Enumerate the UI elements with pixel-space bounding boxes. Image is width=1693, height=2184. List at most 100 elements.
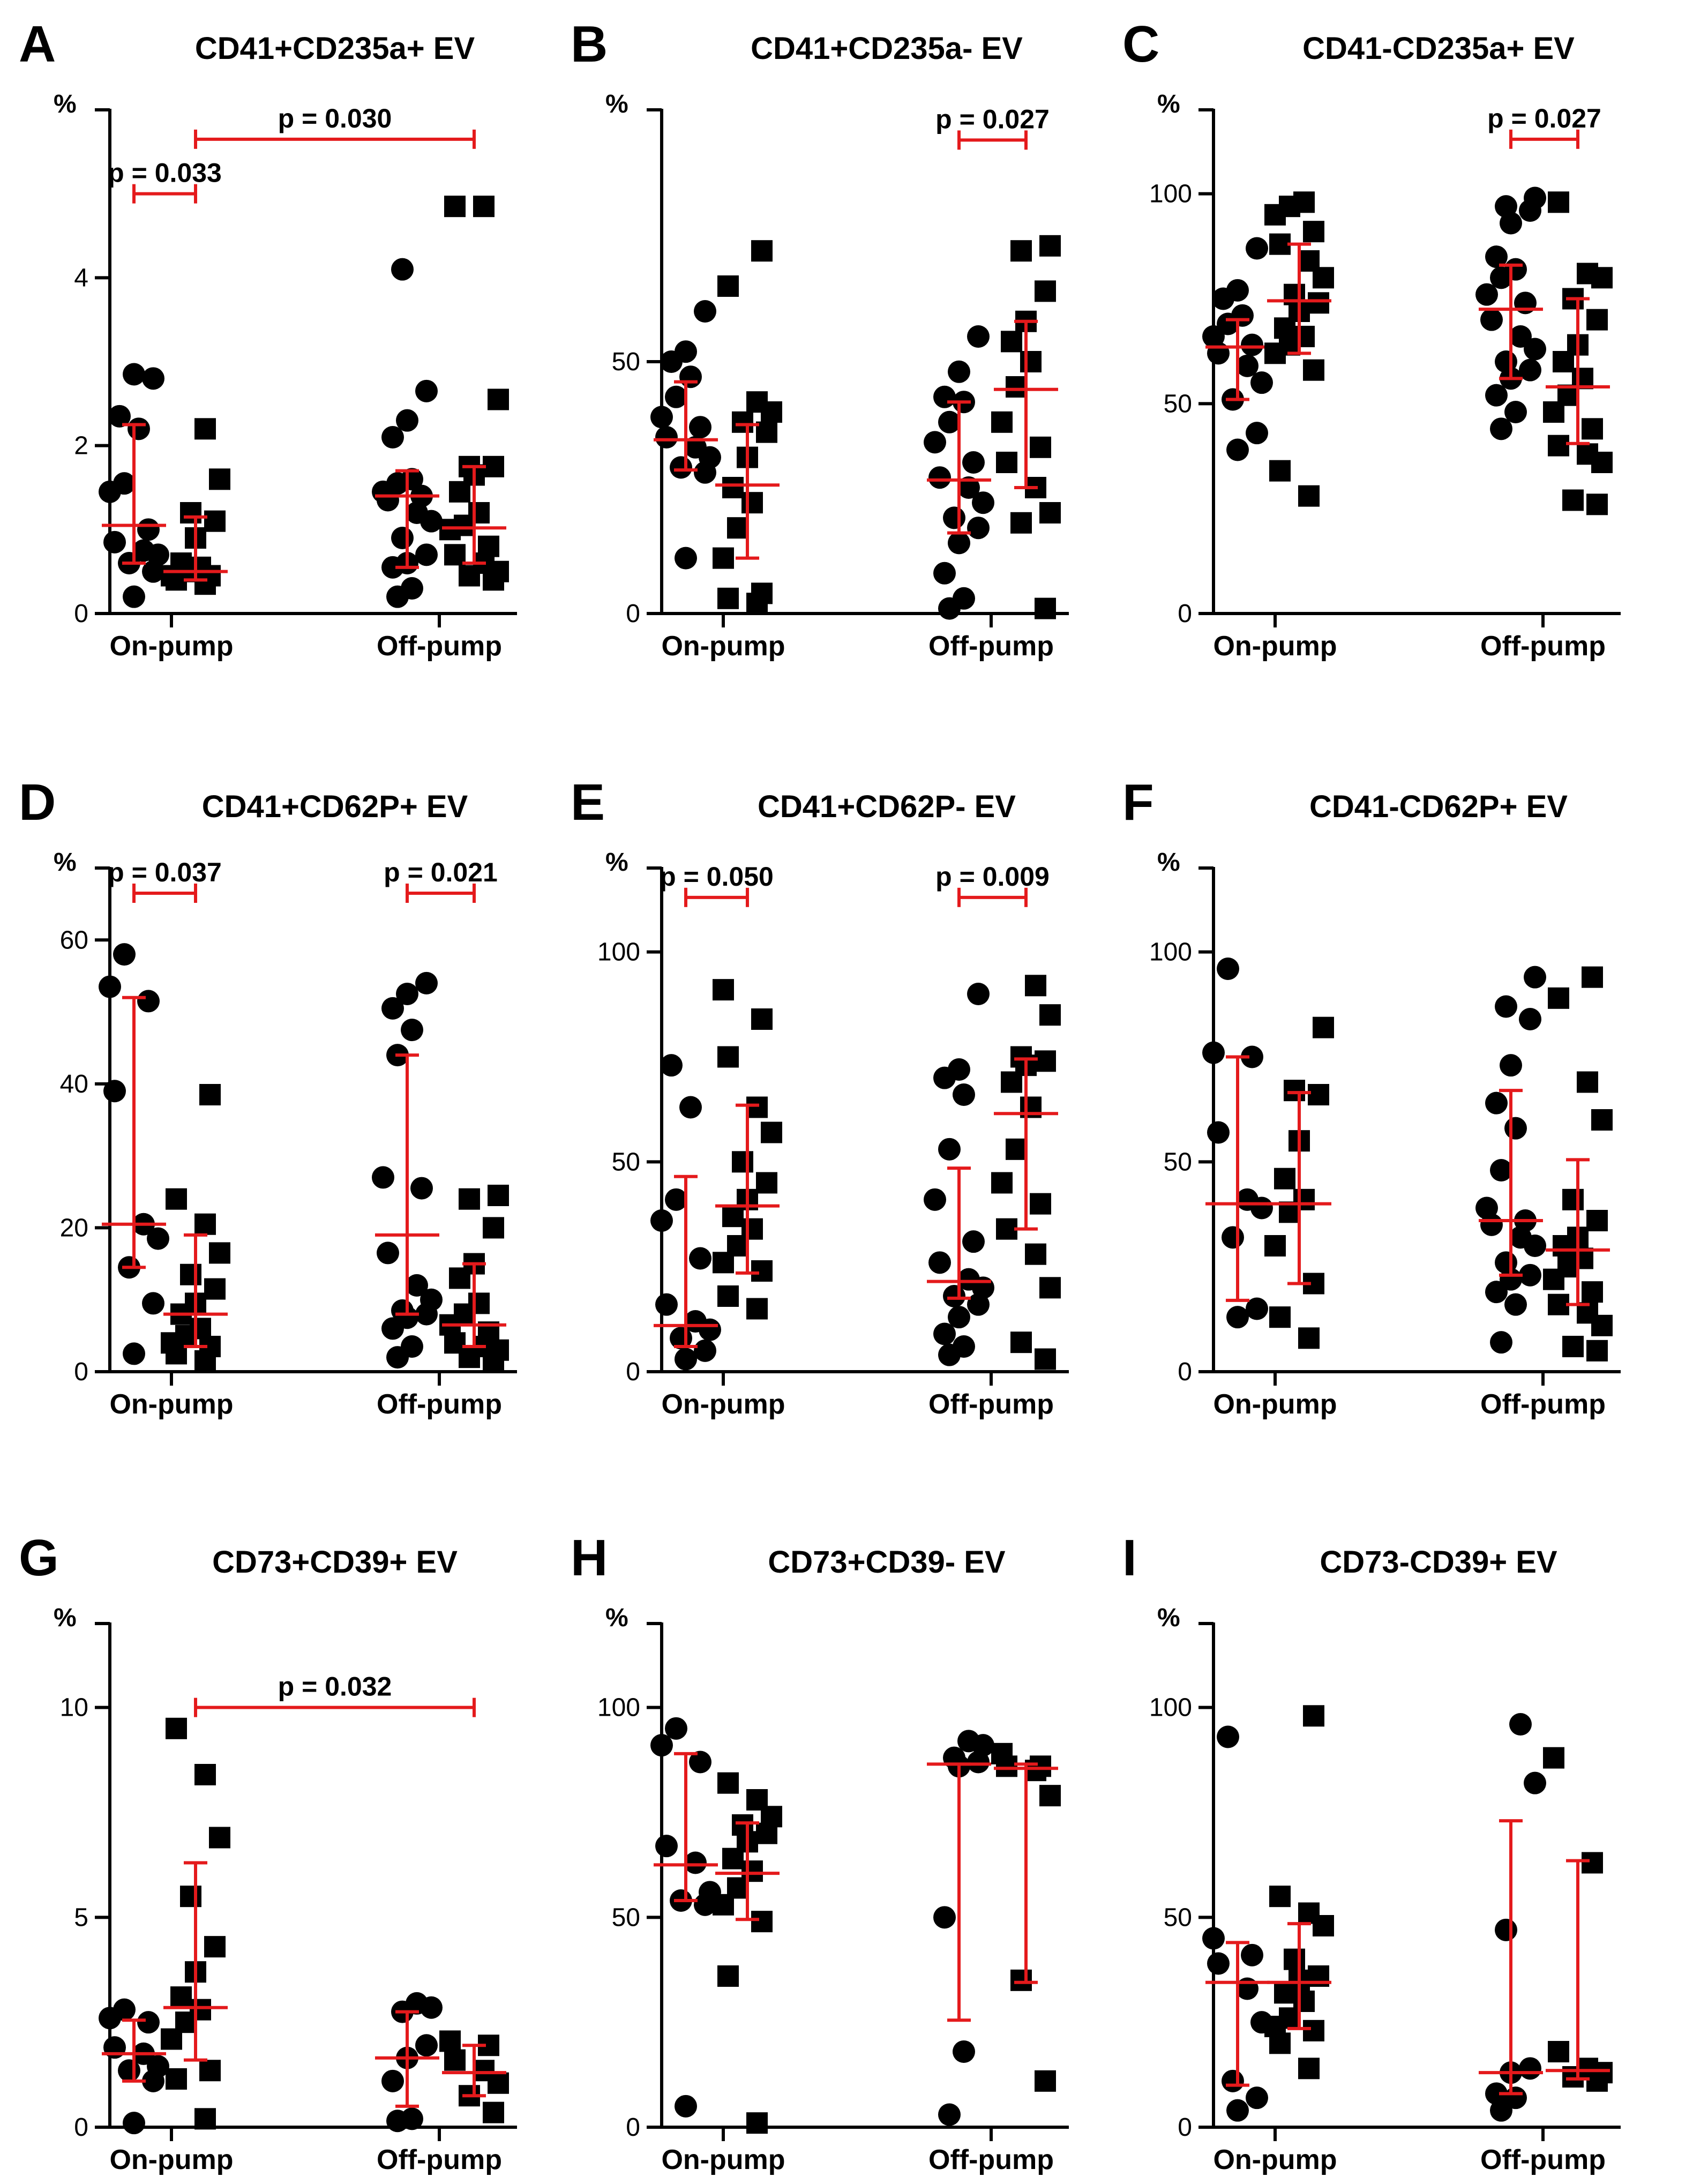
data-point-circle — [962, 1230, 985, 1253]
data-point-circle — [1490, 1331, 1512, 1354]
group-1 — [99, 363, 169, 608]
data-point-square — [1298, 485, 1320, 507]
data-point-circle — [967, 983, 990, 1005]
data-point-circle — [694, 1339, 716, 1362]
data-point-square — [1269, 233, 1291, 255]
data-point-circle — [938, 1138, 961, 1161]
group-2 — [713, 979, 782, 1320]
data-point-square — [717, 1285, 739, 1307]
panel-f: F CD41-CD62P+ EV% 0 50 100 On-pump Off-pump — [1122, 774, 1621, 1420]
data-point-circle — [1202, 1041, 1225, 1064]
data-point-circle — [396, 983, 418, 1005]
data-point-square — [209, 1242, 230, 1264]
y-unit-label: % — [54, 1604, 77, 1632]
y-tick-label: 0 — [626, 1358, 640, 1386]
y-tick-label: 50 — [612, 1148, 640, 1176]
data-point-square — [190, 556, 211, 578]
data-point-circle — [1226, 1306, 1249, 1329]
data-point-square — [717, 1965, 739, 1987]
data-point-square — [439, 2030, 461, 2052]
data-point-square — [1035, 2070, 1056, 2092]
data-point-circle — [684, 436, 707, 459]
data-point-square — [1586, 1340, 1608, 1362]
data-point-square — [488, 1185, 509, 1206]
data-point-square — [741, 1218, 763, 1240]
data-point-square — [1303, 1705, 1324, 1727]
data-point-circle — [1509, 325, 1532, 348]
data-point-circle — [679, 365, 702, 388]
group-4 — [1543, 966, 1613, 1362]
data-point-square — [180, 1263, 201, 1285]
data-point-circle — [924, 1188, 946, 1211]
data-point-circle — [665, 1188, 687, 1211]
data-point-square — [1010, 512, 1032, 534]
p-value-label: p = 0.009 — [935, 862, 1050, 892]
data-point-square — [713, 979, 734, 1001]
data-point-circle — [1524, 966, 1546, 989]
data-point-circle — [1500, 1054, 1522, 1077]
data-point-square — [199, 1084, 221, 1105]
data-point-circle — [1519, 1008, 1541, 1030]
data-point-square — [1548, 191, 1569, 213]
y-tick-label: 100 — [1149, 938, 1192, 967]
group-4 — [991, 1742, 1061, 2092]
data-point-circle — [1519, 1263, 1541, 1287]
y-unit-label: % — [1157, 848, 1180, 877]
data-point-circle — [415, 2034, 438, 2057]
data-point-circle — [415, 379, 438, 402]
panel-letter: G — [19, 1529, 59, 1587]
data-point-circle — [137, 2011, 160, 2034]
group-2 — [713, 240, 782, 615]
data-point-square — [996, 452, 1017, 473]
data-point-circle — [132, 539, 155, 562]
data-point-circle — [410, 1177, 433, 1200]
data-point-square — [1030, 1193, 1051, 1215]
data-point-circle — [1241, 333, 1263, 356]
data-point-circle — [1246, 1297, 1268, 1320]
y-unit-label: % — [605, 848, 628, 877]
y-tick-label: 0 — [1178, 2113, 1192, 2142]
data-point-circle — [689, 1751, 711, 1774]
y-unit-label: % — [54, 90, 77, 118]
panel-d: D CD41+CD62P+ EV% 0 20 40 60 On-pump Off-pump p … — [19, 774, 517, 1420]
panel-letter: F — [1122, 774, 1154, 831]
data-point-square — [1582, 966, 1603, 988]
data-point-square — [717, 1772, 739, 1794]
data-point-square — [468, 502, 490, 523]
data-point-square — [1020, 351, 1042, 372]
data-point-square — [1586, 1210, 1608, 1231]
data-point-circle — [1226, 438, 1249, 461]
significance-bracket: p = 0.032 — [194, 1672, 476, 1717]
data-point-circle — [1222, 1226, 1244, 1249]
group-1 — [650, 1717, 721, 2118]
category-label: Off-pump — [377, 1389, 502, 1420]
data-point-square — [180, 1886, 201, 1908]
data-point-square — [1582, 1281, 1603, 1303]
y-tick-label: 50 — [612, 1903, 640, 1932]
data-point-circle — [142, 1292, 164, 1315]
data-point-square — [751, 582, 773, 604]
category-label: Off-pump — [1480, 631, 1606, 662]
panel-g: G CD73+CD39+ EV% 0 5 10 On-pump Off-pump p = 0.… — [19, 1529, 517, 2175]
data-point-square — [1010, 1046, 1032, 1068]
data-point-square — [1293, 326, 1315, 347]
data-point-circle — [1485, 245, 1508, 268]
data-point-square — [166, 1188, 187, 1210]
data-point-circle — [1524, 186, 1546, 210]
p-value-label: p = 0.021 — [384, 857, 498, 887]
data-point-circle — [113, 1998, 136, 2021]
data-point-square — [991, 1742, 1013, 1764]
data-point-circle — [123, 1342, 145, 1365]
data-point-square — [1562, 1336, 1584, 1357]
data-point-square — [483, 455, 504, 477]
data-point-square — [1030, 1755, 1051, 1777]
group-4 — [439, 196, 509, 591]
y-tick-label: 0 — [74, 600, 88, 628]
data-point-circle — [1495, 350, 1517, 373]
data-point-circle — [391, 1299, 414, 1322]
data-point-square — [1562, 1188, 1584, 1210]
data-point-square — [1039, 1785, 1061, 1807]
data-point-square — [756, 1172, 777, 1194]
data-point-circle — [1504, 258, 1527, 281]
group-3 — [372, 971, 443, 1369]
